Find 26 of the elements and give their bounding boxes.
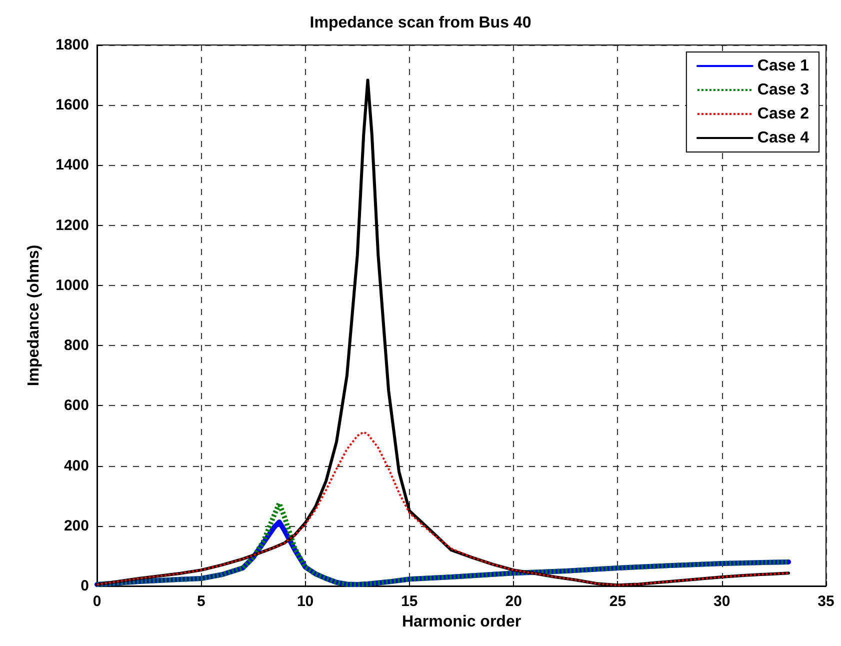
y-tick-label: 1200 <box>56 216 89 234</box>
x-tick-label: 0 <box>92 593 102 610</box>
x-tick-label: 25 <box>609 593 626 610</box>
y-tick-label: 1000 <box>56 276 89 294</box>
legend-label: Case 1 <box>757 58 810 74</box>
x-tick-label: 15 <box>401 593 418 610</box>
legend-label: Case 3 <box>757 82 810 98</box>
x-tick-label: 5 <box>196 593 206 610</box>
x-axis-title: Harmonic order <box>402 614 522 630</box>
chart-title: Impedance scan from Bus 40 <box>310 14 532 32</box>
x-tick-label: 20 <box>505 593 522 610</box>
y-axis-title: Impedance (ohms) <box>26 244 42 386</box>
y-tick-label: 400 <box>64 457 89 474</box>
x-tick-label: 30 <box>714 593 730 610</box>
x-tick-label: 10 <box>296 593 314 610</box>
y-tick-label: 1800 <box>56 36 89 54</box>
y-tick-label: 200 <box>64 517 89 534</box>
y-tick-label: 600 <box>64 397 89 414</box>
y-tick-label: 1600 <box>56 96 89 114</box>
y-tick-label: 0 <box>80 578 89 594</box>
y-tick-label: 800 <box>64 337 89 354</box>
y-tick-label: 1400 <box>56 156 89 174</box>
line-series <box>96 431 790 586</box>
legend-label: Case 2 <box>757 106 810 122</box>
legend-label: Case 4 <box>757 130 810 146</box>
x-tick-label: 35 <box>818 593 834 610</box>
